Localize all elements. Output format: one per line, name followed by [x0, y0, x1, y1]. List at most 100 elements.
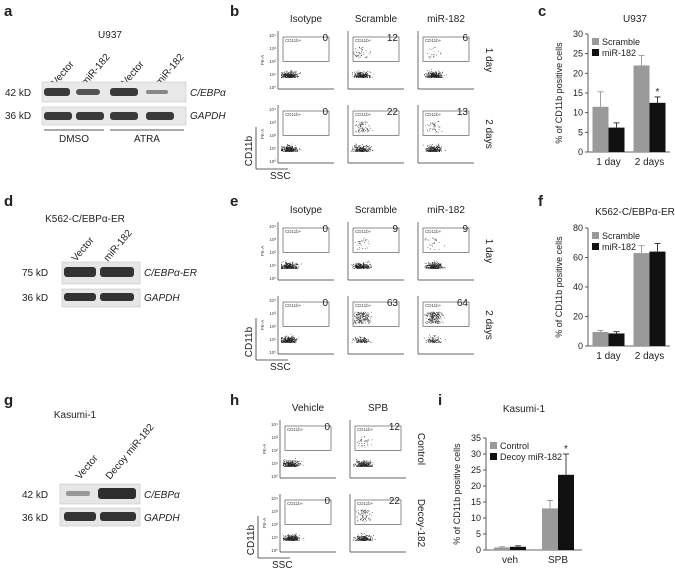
bar-charts-layer: U937 0 5 10 15 20 25 30 % of CD11b positive cell…	[452, 14, 675, 566]
chart-y-tick-label: 5	[578, 127, 583, 137]
chart-legend-label: Control	[500, 441, 529, 451]
chart-legend-label: Scramble	[602, 37, 640, 47]
chart-y-tick-label: 40	[573, 282, 583, 292]
flow-gate	[282, 227, 330, 253]
flow-column-label: miR-182	[427, 14, 465, 25]
flow-gate-label: CD11b+	[355, 112, 372, 117]
flow-events	[423, 311, 446, 343]
flow-events	[423, 120, 446, 152]
bar-chart-i: Kasumi-1 0 5 10 15 20 25 30 35 % of CD11b positiv…	[452, 404, 582, 566]
panel-letter-i: i	[438, 392, 442, 409]
chart-legend-label: Scramble	[602, 231, 640, 241]
flow-plot: CD11b+ 12	[349, 420, 406, 479]
flow-plot: CD11b+ 22	[347, 105, 404, 164]
chart-y-tick-label: 80	[573, 223, 583, 233]
flow-events	[353, 435, 374, 467]
flow-row-label: 2 days	[483, 310, 494, 339]
flow-tick-label: 10¹	[271, 461, 278, 466]
lane-label: Vector	[74, 453, 101, 482]
flow-gate-label: CD11b+	[425, 303, 442, 308]
flow-percent: 9	[392, 224, 398, 235]
flow-x-axis-label: SSC	[270, 362, 291, 373]
chart-y-tick-label: 0	[578, 147, 583, 157]
flow-gate	[422, 227, 470, 253]
chart-x-tick-label: 2 days	[635, 351, 664, 362]
lane-label: miR-182	[102, 228, 135, 264]
chart-y-tick-label: 20	[573, 312, 583, 322]
group-label: DMSO	[59, 134, 89, 145]
chart-y-tick-label: 35	[471, 433, 481, 443]
flow-row-label: Control	[415, 433, 426, 465]
chart-y-tick-label: 10	[573, 108, 583, 118]
flow-tick-label: 10⁴	[269, 33, 276, 38]
chart-y-tick-label: 15	[573, 88, 583, 98]
flow-tick-label: 10²	[269, 250, 276, 255]
flow-plot: CD11b+ 13	[417, 105, 474, 164]
flow-plot: CD11b+ 63	[347, 296, 404, 355]
flow-percent: 22	[387, 107, 399, 118]
mw-label: 36 kD	[5, 111, 31, 122]
mw-label: 36 kD	[22, 513, 48, 524]
panel-letter-a: a	[4, 3, 13, 20]
chart-legend-swatch	[592, 243, 599, 250]
blot-band	[76, 89, 100, 95]
chart-bar	[649, 102, 666, 152]
flow-gate	[352, 36, 400, 62]
chart-bar	[510, 546, 526, 550]
flow-plot: 10⁴ 10³ 10² 10¹ 10⁰ PE-A CD11b+ 0	[260, 105, 334, 164]
blot-band	[110, 112, 138, 120]
flow-tick-label: 10³	[271, 435, 278, 440]
flow-gate	[422, 110, 470, 136]
flow-gate-label: CD11b+	[285, 112, 302, 117]
blot-band	[146, 112, 174, 120]
chart-legend-swatch	[490, 442, 497, 449]
chart-legend-label: miR-182	[602, 242, 636, 252]
mw-label: 75 kD	[22, 268, 48, 279]
blot-title-a: U937	[98, 30, 122, 41]
panel-letter-f: f	[538, 193, 544, 210]
band-label: GAPDH	[144, 513, 180, 524]
chart-y-tick-label: 10	[471, 513, 481, 523]
chart-significance: *	[564, 444, 568, 455]
flow-column-label: Isotype	[290, 14, 323, 25]
chart-bar	[649, 251, 666, 346]
flow-percent: 64	[457, 298, 469, 309]
flow-events	[351, 311, 372, 343]
blot-title-d: K562-C/EBPα-ER	[45, 214, 125, 225]
mw-label: 36 kD	[22, 293, 48, 304]
chart-x-tick-label: SPB	[548, 555, 568, 566]
flow-tick-label: 10⁴	[271, 422, 278, 427]
blot-band	[64, 293, 96, 301]
flow-plot: CD11b+ 6	[417, 31, 474, 90]
chart-legend-label: miR-182	[602, 48, 636, 58]
flow-plot: 10⁴ 10³ 10² 10¹ 10⁰ PE-A CD11b+ 0	[260, 31, 334, 90]
chart-title: Kasumi-1	[503, 404, 546, 415]
flow-gate-label: CD11b+	[425, 38, 442, 43]
flow-percent: 0	[324, 496, 330, 507]
flow-percent: 22	[389, 496, 401, 507]
flow-y-axis-label: PE-A	[262, 444, 267, 455]
chart-bar	[608, 333, 625, 346]
flow-gate	[284, 499, 332, 525]
flow-percent: 0	[322, 107, 328, 118]
blot-band	[64, 512, 96, 521]
band-label: C/EBPα	[190, 88, 226, 99]
flow-events	[281, 260, 302, 269]
flow-gate-label: CD11b+	[357, 501, 374, 506]
flow-tick-label: 10⁰	[269, 159, 276, 164]
flow-events	[351, 120, 374, 152]
chart-legend-swatch	[490, 453, 497, 460]
chart-title: K562-C/EBPα-ER	[595, 207, 675, 218]
flow-plot: 10⁴ 10³ 10² 10¹ 10⁰ PE-A CD11b+ 0	[260, 296, 334, 355]
chart-bar	[542, 508, 558, 550]
flow-percent: 0	[324, 422, 330, 433]
panel-letter-g: g	[4, 392, 13, 409]
flow-plot: CD11b+ 64	[417, 296, 474, 355]
flow-tick-label: 10⁰	[271, 548, 278, 553]
flow-tick-label: 10³	[269, 311, 276, 316]
blot-band	[100, 512, 136, 521]
chart-y-tick-label: 30	[573, 29, 583, 39]
mw-label: 42 kD	[22, 490, 48, 501]
blot-band	[66, 491, 90, 496]
